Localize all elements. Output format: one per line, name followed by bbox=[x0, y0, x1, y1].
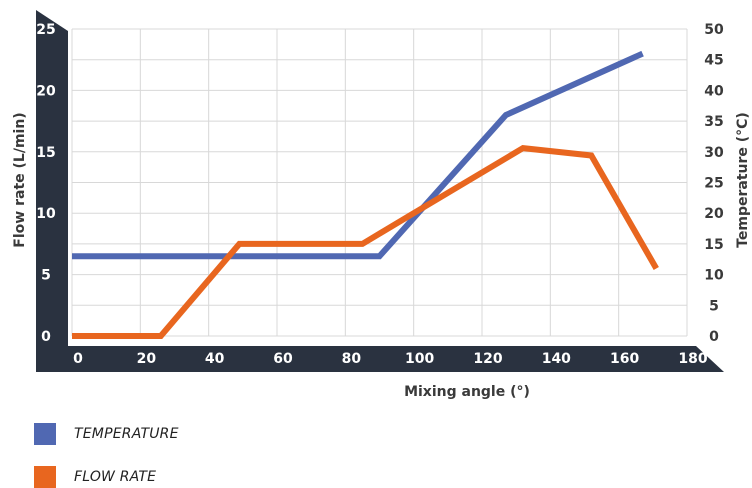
y-right-tick-label: 30 bbox=[704, 145, 724, 161]
x-axis-title: Mixing angle (°) bbox=[404, 384, 530, 400]
y-right-tick-label: 0 bbox=[709, 329, 719, 345]
x-tick-label: 0 bbox=[73, 351, 83, 367]
plot-grid bbox=[71, 28, 688, 337]
y-right-tick-label: 20 bbox=[704, 206, 724, 222]
legend-temperature: TEMPERATURE bbox=[34, 423, 179, 445]
y-right-tick-label: 5 bbox=[709, 298, 719, 314]
legend-flow-rate: FLOW RATE bbox=[34, 466, 156, 488]
series-line-temperature bbox=[72, 50, 644, 260]
y-right-tick-label: 10 bbox=[704, 268, 724, 284]
x-tick-labels: 0 20 40 60 80 100 120 140 160 180 bbox=[73, 351, 708, 367]
legend-flow-rate-label: FLOW RATE bbox=[74, 469, 157, 485]
x-tick-label: 160 bbox=[610, 351, 639, 367]
x-tick-label: 100 bbox=[405, 351, 434, 367]
y-left-tick-label: 25 bbox=[36, 22, 55, 38]
x-tick-label: 180 bbox=[678, 351, 707, 367]
y-right-tick-label: 35 bbox=[704, 114, 723, 130]
y-right-tick-label: 50 bbox=[704, 22, 724, 38]
x-tick-label: 120 bbox=[473, 351, 502, 367]
y-left-tick-label: 5 bbox=[41, 268, 51, 284]
y-left-tick-labels: 0 5 10 15 20 25 bbox=[36, 22, 56, 345]
y-left-tick-label: 10 bbox=[36, 206, 56, 222]
x-tick-label: 60 bbox=[273, 351, 293, 367]
y-right-axis-title: Temperature (°C) bbox=[735, 112, 751, 248]
legend-temperature-label: TEMPERATURE bbox=[74, 426, 179, 442]
y-right-tick-labels: 0 5 10 15 20 25 30 35 40 45 50 bbox=[704, 22, 724, 345]
x-tick-label: 80 bbox=[342, 351, 362, 367]
bottom-axis-band bbox=[66, 346, 724, 372]
x-tick-label: 140 bbox=[542, 351, 571, 367]
left-axis-band bbox=[36, 10, 68, 372]
legend-flow-rate-swatch bbox=[34, 466, 56, 488]
y-left-axis-title: Flow rate (L/min) bbox=[12, 112, 28, 247]
y-right-tick-label: 25 bbox=[704, 176, 723, 192]
y-left-tick-label: 0 bbox=[41, 329, 51, 345]
y-right-tick-label: 15 bbox=[704, 237, 723, 253]
series-line-flow-rate bbox=[72, 145, 659, 339]
y-right-tick-label: 45 bbox=[704, 53, 723, 69]
legend-temperature-swatch bbox=[34, 423, 56, 445]
y-left-tick-label: 20 bbox=[36, 83, 56, 99]
y-left-tick-label: 15 bbox=[36, 145, 55, 161]
x-tick-label: 40 bbox=[205, 351, 225, 367]
y-right-tick-label: 40 bbox=[704, 83, 724, 99]
series-lines bbox=[72, 50, 659, 339]
x-tick-label: 20 bbox=[137, 351, 157, 367]
